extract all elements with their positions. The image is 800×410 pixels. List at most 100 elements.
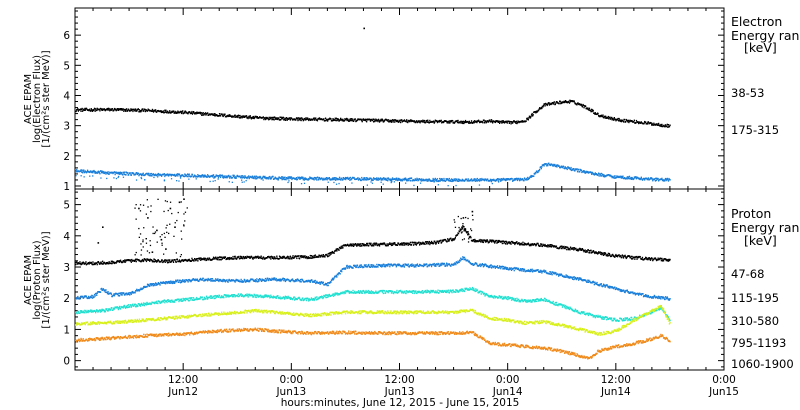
electron-series-0-point <box>562 101 565 104</box>
electron-series-1-scatter <box>119 173 121 175</box>
electron-series-1-point <box>395 179 397 181</box>
electron-series-0-point <box>332 118 334 120</box>
proton-series-2-point <box>90 311 92 313</box>
proton-series-0-point <box>614 254 617 257</box>
electron-series-0-point <box>241 115 243 118</box>
electron-series-1-point <box>421 178 423 180</box>
electron-series-0-point <box>123 110 125 112</box>
proton-series-1-point <box>315 281 317 284</box>
electron-series-1-point <box>325 177 328 179</box>
proton-series-0-point <box>465 230 467 233</box>
electron-series-0-point <box>302 118 304 120</box>
electron-series-1-point <box>342 178 344 181</box>
proton-series-0-point <box>341 247 343 249</box>
proton-series-2-point <box>149 302 151 305</box>
proton-series-1-point <box>240 278 242 281</box>
proton-series-2-point <box>167 299 169 301</box>
proton-series-1-point <box>348 265 350 268</box>
proton-series-1-point <box>617 289 619 291</box>
proton-series-0-point <box>480 241 482 243</box>
proton-series-0-point <box>276 255 278 258</box>
proton-series-1-point <box>588 279 590 282</box>
proton-series-1-point <box>105 289 107 291</box>
proton-series-1-point <box>335 275 337 278</box>
electron-series-0-point <box>303 119 305 121</box>
proton-series-0-point <box>508 241 510 243</box>
proton-series-2-point <box>184 298 186 300</box>
proton-series-1-point <box>129 294 131 296</box>
electron-series-0-point <box>607 115 609 118</box>
electron-series-1-point <box>566 167 568 169</box>
electron-series-0-point <box>577 102 579 104</box>
proton-series-1-point <box>264 277 267 280</box>
proton-series-0-point <box>131 258 133 261</box>
proton-series-1-point <box>527 270 529 272</box>
proton-series-2-point <box>176 299 178 302</box>
proton-series-1-point <box>157 283 159 285</box>
electron-series-1-point <box>272 175 274 178</box>
electron-series-1-point <box>479 180 481 182</box>
electron-series-0-point <box>205 114 207 116</box>
electron-series-1-point <box>175 175 177 177</box>
proton-series-1-point <box>244 279 246 282</box>
proton-series-2-point <box>123 304 125 307</box>
electron-series-1-point <box>211 174 213 177</box>
electron-series-0-point <box>176 111 178 114</box>
proton-series-1-point <box>164 281 166 284</box>
proton-series-0-point <box>275 257 277 260</box>
proton-series-0-point <box>482 241 485 244</box>
electron-series-0-point <box>193 111 195 114</box>
proton-series-1-point <box>343 267 346 270</box>
proton-series-1-point <box>93 296 95 298</box>
proton-series-0-point <box>358 244 360 247</box>
proton-series-0-point <box>310 257 312 259</box>
electron-series-1-point <box>299 178 301 180</box>
proton-series-1-point <box>278 279 280 282</box>
proton-series-0-point <box>454 237 456 239</box>
electron-series-1-point <box>248 175 250 177</box>
proton-series-0-point <box>615 253 617 256</box>
electron-series-0-point <box>335 117 337 120</box>
electron-series-1-point <box>289 176 291 178</box>
proton-series-1-point <box>381 264 383 266</box>
electron-series-1-point <box>476 177 479 180</box>
electron-series-1-point <box>323 177 325 180</box>
electron-series-0-point <box>568 100 570 103</box>
proton-series-1-point <box>314 279 316 282</box>
electron-series-1-point <box>495 179 497 182</box>
proton-series-2-point <box>82 310 84 313</box>
electron-series-1-point <box>372 179 374 181</box>
electron-series-1-point <box>540 167 542 170</box>
electron-series-1-point <box>217 176 220 179</box>
electron-series-1-point <box>422 179 424 182</box>
electron-series-0-point <box>342 118 344 121</box>
electron-series-0-point <box>540 107 542 110</box>
electron-series-1-point <box>562 165 565 168</box>
electron-series-1-point <box>548 162 550 165</box>
electron-series-1-point <box>269 175 271 178</box>
proton-series-1-point <box>626 289 628 292</box>
electron-series-1-point <box>302 176 304 179</box>
electron-series-1-point <box>567 166 569 169</box>
proton-series-0-point <box>540 243 542 246</box>
proton-series-0-point <box>309 257 311 259</box>
electron-series-1-point <box>365 179 367 181</box>
electron-series-1-point <box>142 174 144 176</box>
proton-series-0-point <box>632 258 634 260</box>
electron-outliers <box>363 27 365 30</box>
proton-series-0-point <box>437 241 439 243</box>
electron-series-1-point <box>384 178 386 181</box>
electron-series-0-point <box>339 119 341 121</box>
proton-series-0-point <box>575 247 577 250</box>
electron-series-0-point <box>250 116 252 119</box>
proton-series-1-point <box>184 280 187 283</box>
proton-series-1-point <box>566 276 568 278</box>
proton-series-1-point <box>296 280 298 282</box>
proton-series-0-point <box>260 255 262 258</box>
electron-series-1-point <box>132 172 135 174</box>
electron-series-1-point <box>464 179 466 182</box>
proton-series-0-point <box>393 243 395 245</box>
electron-series-0-point <box>401 119 403 121</box>
electron-series-1-point <box>224 175 226 177</box>
electron-series-1-point <box>655 177 657 180</box>
